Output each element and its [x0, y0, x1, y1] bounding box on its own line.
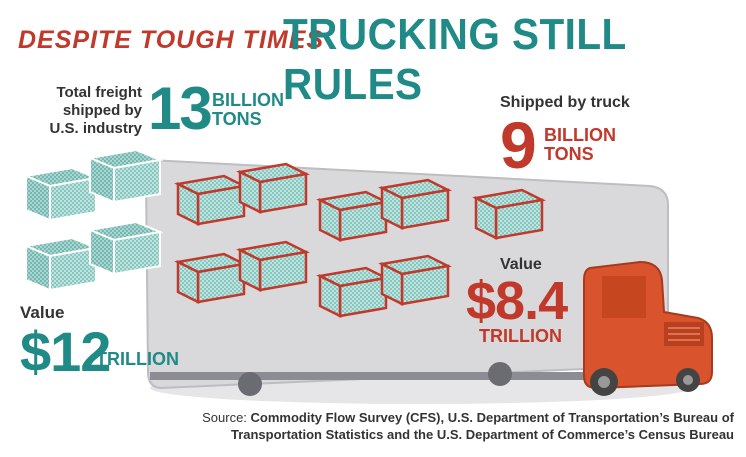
truck-label: Shipped by truck: [500, 94, 630, 111]
total-label-line2: shipped by: [62, 102, 142, 119]
value-truck-label: Value: [500, 256, 542, 273]
title-right: TRUCKING STILL RULES: [283, 10, 627, 109]
total-tons-unit: BILLION TONS: [212, 91, 284, 129]
value-total-label: Value: [20, 303, 65, 322]
truck-unit-line2: TONS: [544, 144, 594, 164]
total-unit-line1: BILLION: [212, 90, 284, 110]
source-lead: Source:: [202, 410, 251, 425]
total-freight-label: Total freight shipped by U.S. industry: [36, 84, 142, 138]
freight-boxes-truck: [174, 162, 546, 319]
total-label-line3: U.S. industry: [49, 120, 142, 137]
truck-cab: [583, 260, 713, 396]
value-truck-number: $8.4: [466, 271, 568, 331]
source-note: Source: Commodity Flow Survey (CFS), U.S…: [0, 409, 734, 443]
truck-tons-number: 9: [500, 108, 537, 182]
truck-tons-unit: BILLION TONS: [544, 126, 616, 164]
total-tons-number: 13: [148, 75, 213, 142]
value-truck-unit: TRILLION: [479, 326, 562, 346]
source-line1: Commodity Flow Survey (CFS), U.S. Depart…: [250, 410, 734, 425]
total-unit-line2: TONS: [212, 109, 262, 129]
truck-unit-line1: BILLION: [544, 125, 616, 145]
value-total-unit: TRILLION: [96, 349, 179, 369]
freight-boxes-total: [22, 148, 164, 292]
title-left: DESPITE TOUGH TIMES: [18, 26, 325, 54]
total-label-line1: Total freight: [56, 84, 142, 101]
source-line2: Transportation Statistics and the U.S. D…: [230, 427, 734, 442]
value-total-number: $12: [20, 320, 111, 383]
